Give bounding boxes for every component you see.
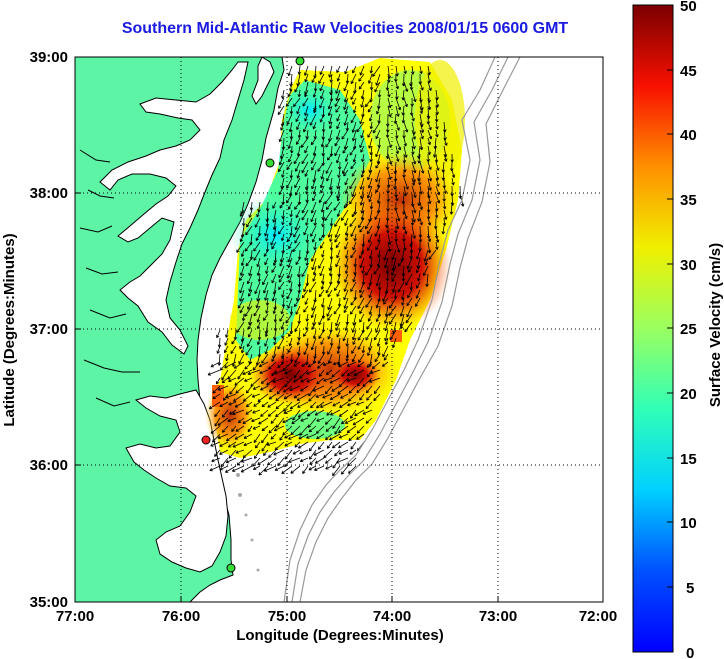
colorbar-tick-label: 5 (686, 580, 694, 597)
radar-site-marker (265, 158, 275, 168)
colorbar-label: Surface Velocity (cm/s) (707, 243, 724, 407)
y-tick-label: 38:00 (30, 185, 68, 202)
x-tick-label: 73:00 (479, 608, 517, 625)
colorbar-tick-label: 15 (680, 451, 697, 468)
colorbar-tick-label: 30 (680, 257, 697, 274)
coastal-specks (236, 473, 260, 572)
radar-site-marker (201, 435, 211, 445)
river-inlets (79, 149, 140, 407)
map-title: Southern Mid-Atlantic Raw Velocities 200… (121, 20, 569, 37)
pamlico-sound (125, 389, 229, 573)
y-axis-label: Latitude (Degrees:Minutes) (1, 233, 18, 426)
colorbar-tick-label: 25 (680, 321, 697, 338)
y-tick-label: 39:00 (30, 49, 68, 66)
x-axis-label: Longitude (Degrees:Minutes) (236, 627, 444, 644)
y-tick-label: 36:00 (30, 457, 68, 474)
grid-lines (75, 57, 603, 602)
colorbar-tick-label: 20 (680, 386, 697, 403)
x-tick-label: 74:00 (373, 608, 411, 625)
colorbar-tick-label: 10 (680, 515, 697, 532)
y-tick-label: 37:00 (30, 321, 68, 338)
colorbar-tick-label: 45 (680, 63, 697, 80)
radar-site-marker (295, 57, 305, 66)
velocity-arrows (207, 65, 465, 477)
colorbar-tick-label: 35 (680, 192, 697, 209)
x-tick-label: 75:00 (268, 608, 306, 625)
colorbar-tick-label: 0 (686, 645, 694, 659)
velocity-vectors (207, 65, 465, 477)
chesapeake-bay (99, 61, 249, 355)
y-tick-label: 35:00 (30, 594, 68, 611)
colorbar-tick-label: 40 (680, 127, 697, 144)
x-tick-label: 77:00 (56, 608, 94, 625)
delaware-bay (251, 57, 275, 105)
x-tick-label: 76:00 (162, 608, 200, 625)
bathymetry-contours (283, 57, 521, 602)
radar-site-marker (226, 563, 236, 573)
x-tick-label: 72:00 (579, 608, 617, 625)
colorbar-tick-label: 50 (680, 0, 697, 15)
